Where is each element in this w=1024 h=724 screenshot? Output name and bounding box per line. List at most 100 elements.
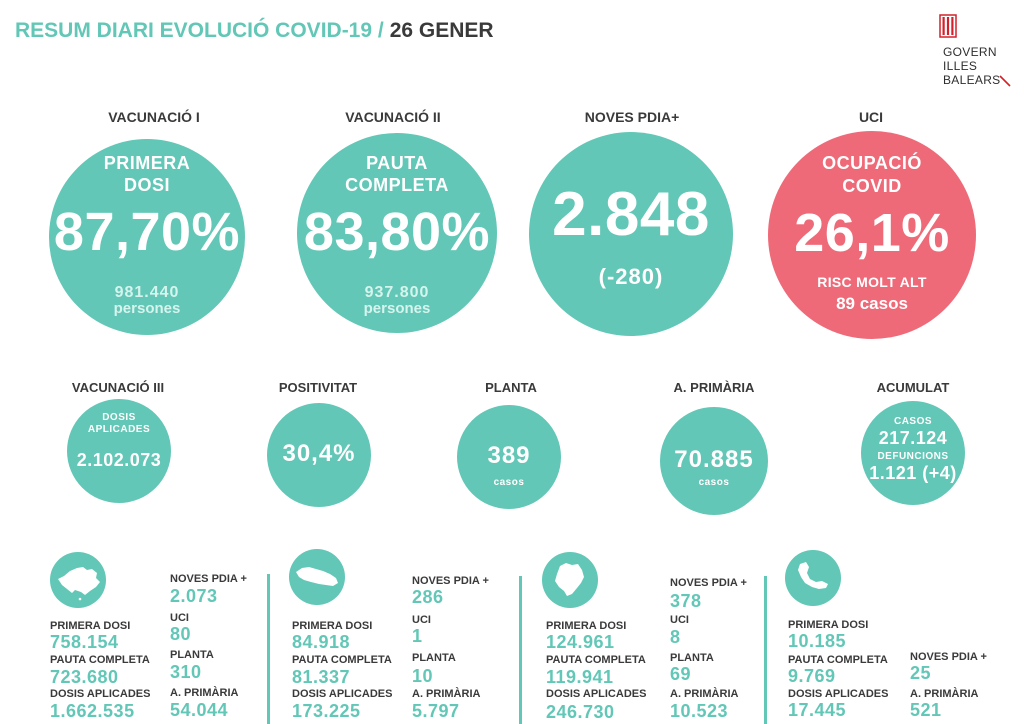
- new-pdia-label: NOVES PDIA +: [910, 651, 987, 663]
- cumulative-circle: CASOS 217.124 DEFUNCIONS 1.121 (+4): [861, 401, 965, 505]
- primary-care-value: 10.523: [670, 701, 729, 721]
- vaccination-1-label-line1: PRIMERA: [103, 153, 191, 173]
- logo-text-line3: BALEARS: [943, 73, 1001, 87]
- icu-label-line2: COVID: [842, 176, 902, 196]
- heading-vaccination-1: VACUNACIÓ I: [108, 109, 200, 125]
- primary-care-unit: casos: [698, 477, 730, 488]
- icu-risk-level: RISC MOLT ALT: [817, 274, 927, 290]
- icu-occupancy-circle: OCUPACIÓ COVID 26,1% RISC MOLT ALT 89 ca…: [768, 131, 976, 339]
- heading-primary-care: A. PRIMÀRIA: [673, 380, 755, 395]
- icu-label-line1: OCUPACIÓ: [822, 153, 922, 173]
- formentera-map-icon: [785, 550, 841, 606]
- vaccination-1-unit: persones: [113, 300, 181, 317]
- page-title-text: RESUM DIARI EVOLUCIÓ COVID-19 /: [15, 19, 384, 42]
- vaccination-1-value: 87,70%: [53, 202, 241, 262]
- balearic-shield-icon: [939, 14, 957, 38]
- doses-administered-label: DOSIS APLICADES: [292, 688, 393, 700]
- heading-cumulative: ACUMULAT: [876, 380, 950, 395]
- full-schedule-value: 81.337: [292, 667, 351, 687]
- doses-administered-label: DOSIS APLICADES: [50, 688, 151, 700]
- eivissa-map-icon: [542, 552, 598, 608]
- heading-vaccination-2: VACUNACIÓ II: [345, 109, 441, 125]
- full-schedule-value: 119.941: [546, 667, 614, 687]
- cumulative-cases-label: CASOS: [893, 416, 933, 427]
- primary-care-value: 54.044: [170, 700, 229, 720]
- icu-label: UCI: [670, 614, 689, 626]
- vaccination-2-value: 83,80%: [303, 202, 491, 262]
- icu-value: 80: [170, 624, 192, 644]
- new-pdia-circle: 2.848 (-280): [529, 132, 733, 336]
- new-pdia-value: 25: [910, 663, 932, 683]
- heading-ward: PLANTA: [485, 380, 537, 395]
- full-schedule-value: 9.769: [788, 666, 836, 686]
- full-schedule-label: PAUTA COMPLETA: [546, 654, 646, 666]
- heading-positivity: POSITIVITAT: [278, 380, 358, 395]
- new-pdia-label: NOVES PDIA +: [170, 573, 247, 585]
- page-title: RESUM DIARI EVOLUCIÓ COVID-19 /26 GENER: [15, 19, 494, 43]
- cumulative-cases-value: 217.124: [878, 428, 948, 448]
- new-pdia-value: 2.848: [552, 180, 710, 249]
- vaccination-1-count: 981.440: [114, 284, 180, 301]
- icu-value: 1: [412, 626, 423, 646]
- logo-text-line2: ILLES: [943, 59, 978, 73]
- ward-label: PLANTA: [170, 649, 214, 661]
- icu-label: UCI: [412, 614, 431, 626]
- page-title-date: 26 GENER: [389, 19, 494, 42]
- first-dose-value: 758.154: [50, 632, 119, 652]
- heading-vaccination-3: VACUNACIÓ III: [71, 380, 165, 395]
- full-schedule-value: 723.680: [50, 667, 119, 687]
- vaccination-3-circle: DOSIS APLICADES 2.102.073: [67, 399, 171, 503]
- new-pdia-label: NOVES PDIA +: [670, 577, 747, 589]
- new-pdia-value: 2.073: [170, 586, 218, 606]
- full-schedule-label: PAUTA COMPLETA: [788, 654, 888, 666]
- new-pdia-value: 378: [670, 591, 702, 611]
- new-pdia-value: 286: [412, 587, 444, 607]
- doses-administered-value: 173.225: [292, 701, 361, 721]
- first-dose-label: PRIMERA DOSI: [546, 620, 627, 632]
- ward-label: PLANTA: [670, 652, 714, 664]
- first-dose-label: PRIMERA DOSI: [50, 620, 131, 632]
- icu-cases: 89 casos: [836, 294, 908, 313]
- vaccination-3-label-line2: APLICADES: [87, 424, 151, 435]
- heading-new-pdia: NOVES PDIA+: [584, 109, 680, 125]
- vaccination-2-count: 937.800: [364, 284, 430, 301]
- vaccination-3-value: 2.102.073: [76, 450, 162, 470]
- new-pdia-label: NOVES PDIA +: [412, 575, 489, 587]
- first-dose-value: 10.185: [788, 631, 847, 651]
- cumulative-deaths-label: DEFUNCIONS: [877, 451, 949, 462]
- ward-label: PLANTA: [412, 652, 456, 664]
- section-divider: [519, 576, 522, 724]
- vaccination-2-label-line2: COMPLETA: [345, 175, 449, 195]
- full-schedule-label: PAUTA COMPLETA: [50, 654, 150, 666]
- primary-care-value: 521: [910, 700, 942, 720]
- doses-administered-value: 1.662.535: [50, 701, 135, 721]
- primary-care-label: A. PRIMÀRIA: [670, 688, 739, 700]
- section-divider: [267, 574, 270, 724]
- doses-administered-label: DOSIS APLICADES: [546, 688, 647, 700]
- vaccination-1-circle: PRIMERA DOSI 87,70% 981.440 persones: [49, 139, 245, 335]
- ward-value: 389: [487, 442, 531, 469]
- positivity-circle: 30,4%: [267, 403, 371, 507]
- first-dose-label: PRIMERA DOSI: [788, 619, 869, 631]
- heading-icu: UCI: [858, 109, 884, 125]
- primary-care-label: A. PRIMÀRIA: [412, 688, 481, 700]
- vaccination-2-unit: persones: [363, 300, 431, 317]
- primary-care-label: A. PRIMÀRIA: [910, 688, 979, 700]
- section-divider: [764, 576, 767, 724]
- primary-care-value: 70.885: [674, 446, 754, 473]
- logo-slash-icon: [999, 75, 1011, 87]
- icu-value: 26,1%: [794, 203, 950, 263]
- first-dose-value: 84.918: [292, 632, 351, 652]
- first-dose-label: PRIMERA DOSI: [292, 620, 373, 632]
- doses-administered-label: DOSIS APLICADES: [788, 688, 889, 700]
- doses-administered-value: 246.730: [546, 702, 615, 722]
- ward-circle: 389 casos: [457, 405, 561, 509]
- first-dose-value: 124.961: [546, 632, 615, 652]
- mallorca-map-icon: [50, 552, 106, 608]
- icu-value: 8: [670, 627, 681, 647]
- primary-care-value: 5.797: [412, 701, 460, 721]
- ward-value: 310: [170, 662, 202, 682]
- cumulative-deaths-value: 1.121 (+4): [869, 463, 957, 483]
- vaccination-1-label-line2: DOSI: [123, 175, 170, 195]
- ward-value: 69: [670, 664, 692, 684]
